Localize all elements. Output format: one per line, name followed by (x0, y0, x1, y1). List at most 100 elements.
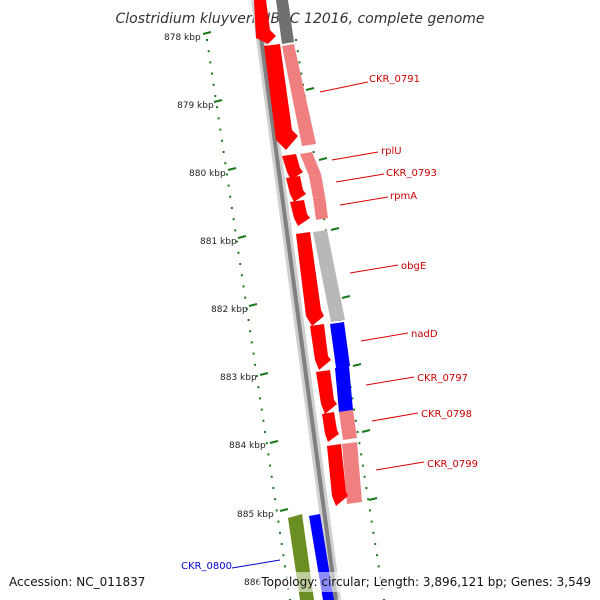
track-dot (260, 408, 263, 411)
track-dot (244, 296, 247, 299)
gene-label-ckr-0791[interactable]: CKR_0791 (369, 74, 420, 85)
track-dot (356, 431, 359, 433)
track-dot (235, 240, 238, 243)
track-dot (323, 218, 326, 221)
gene-label-rplu[interactable]: rplU (381, 146, 402, 157)
scale-ticks: 878 kbp 879 kbp 880 kbp 881 kbp 882 kbp … (164, 31, 289, 588)
track-dot (212, 83, 215, 86)
track-dot (254, 363, 257, 366)
outer-track-ticks (305, 87, 378, 501)
gene-arrow-ckr-0791 (264, 44, 298, 150)
track-dot (216, 106, 218, 109)
track-dot (274, 498, 277, 501)
footer-backdrop (258, 572, 600, 592)
track-dot (245, 307, 248, 310)
tick-mark (259, 372, 269, 376)
tick-label-881: 881 kbp (200, 237, 237, 247)
track-dot (272, 487, 275, 489)
tick-mark (213, 99, 223, 103)
gene-label-ckr-0793[interactable]: CKR_0793 (386, 168, 437, 179)
tick-label-886: 886 (244, 578, 261, 588)
track-dot (312, 151, 315, 153)
cog-box (335, 366, 353, 412)
track-dot (247, 319, 250, 321)
track-dot (370, 520, 373, 523)
track-dot (220, 139, 223, 142)
track-dot (230, 207, 233, 209)
track-dot (209, 61, 212, 64)
track-dot (229, 195, 232, 198)
track-dot (240, 274, 243, 277)
track-dot (365, 487, 368, 489)
track-dot (237, 251, 240, 254)
track-dot (296, 50, 299, 53)
track-dot (367, 498, 370, 501)
gene-arrow-obge (296, 232, 324, 326)
cog-track (276, 0, 362, 600)
track-dot (376, 554, 378, 557)
gene-label-ckr-0800[interactable]: CKR_0800 (181, 561, 232, 572)
cog-box (276, 0, 294, 44)
track-dot (361, 464, 364, 467)
track-dot (372, 531, 375, 534)
gene-label-ckr-0797[interactable]: CKR_0797 (417, 373, 468, 384)
track-dot (269, 464, 272, 467)
tick-mark (248, 303, 258, 307)
gene-label-nadd[interactable]: nadD (411, 329, 438, 340)
tick-label-880: 880 kbp (189, 169, 226, 179)
track-dot (255, 375, 258, 377)
track-dot (353, 408, 356, 411)
track-dot (354, 419, 357, 422)
track-dot (224, 162, 227, 165)
cog-box (339, 410, 357, 440)
track-dot (257, 386, 260, 389)
tick-label-879: 879 kbp (177, 101, 214, 111)
track-dot (360, 453, 363, 456)
track-dot (302, 83, 304, 86)
gene-label-obge[interactable]: obgE (401, 261, 426, 272)
track-dot (284, 565, 286, 568)
tick-mark (237, 235, 247, 239)
genome-backbone (251, 0, 341, 600)
track-dot (259, 397, 262, 400)
track-dot (280, 543, 283, 545)
tick-label-883: 883 kbp (220, 373, 257, 383)
gene-arrow-ckr-0793 (286, 176, 306, 202)
gene-label-ckr-0798[interactable]: CKR_0798 (421, 409, 472, 420)
track-dot (211, 72, 213, 75)
track-dot (377, 565, 380, 568)
cog-box (330, 322, 350, 368)
track-dot (239, 263, 242, 265)
gene-arrow-rplu (282, 154, 303, 180)
track-dot (252, 352, 255, 355)
track-dot (351, 397, 354, 400)
cog-box (282, 44, 316, 146)
track-dot (222, 151, 225, 153)
track-dot (227, 184, 230, 187)
track-dot (267, 453, 270, 456)
tick-mark (269, 440, 279, 444)
tick-label-878: 878 kbp (164, 33, 201, 43)
cog-box (300, 152, 321, 176)
track-dot (250, 341, 253, 344)
cog-box (309, 174, 325, 198)
gene-arrow-rpma (290, 200, 310, 226)
cog-box (313, 196, 328, 220)
topology-text: Topology: circular; Length: 3,896,121 bp… (260, 575, 591, 589)
track-dot (282, 554, 285, 557)
track-dot (262, 419, 265, 422)
track-dot (232, 218, 235, 221)
gene-arrow-nadd (310, 324, 331, 370)
track-dot (358, 442, 361, 445)
gene-labels: CKR_0791 rplU CKR_0793 rpmA obgE nadD CK… (181, 74, 478, 572)
tick-label-885: 885 kbp (237, 510, 274, 520)
track-dot (279, 531, 281, 534)
track-dot (300, 72, 303, 75)
gene-arrow-ckr-0797 (316, 370, 337, 414)
gene-label-rpma[interactable]: rpmA (390, 191, 417, 202)
gene-arrow (254, 0, 276, 44)
track-dot (225, 173, 228, 176)
track-dot (277, 520, 280, 523)
track-dot (234, 229, 237, 232)
gene-label-ckr-0799[interactable]: CKR_0799 (427, 459, 478, 470)
